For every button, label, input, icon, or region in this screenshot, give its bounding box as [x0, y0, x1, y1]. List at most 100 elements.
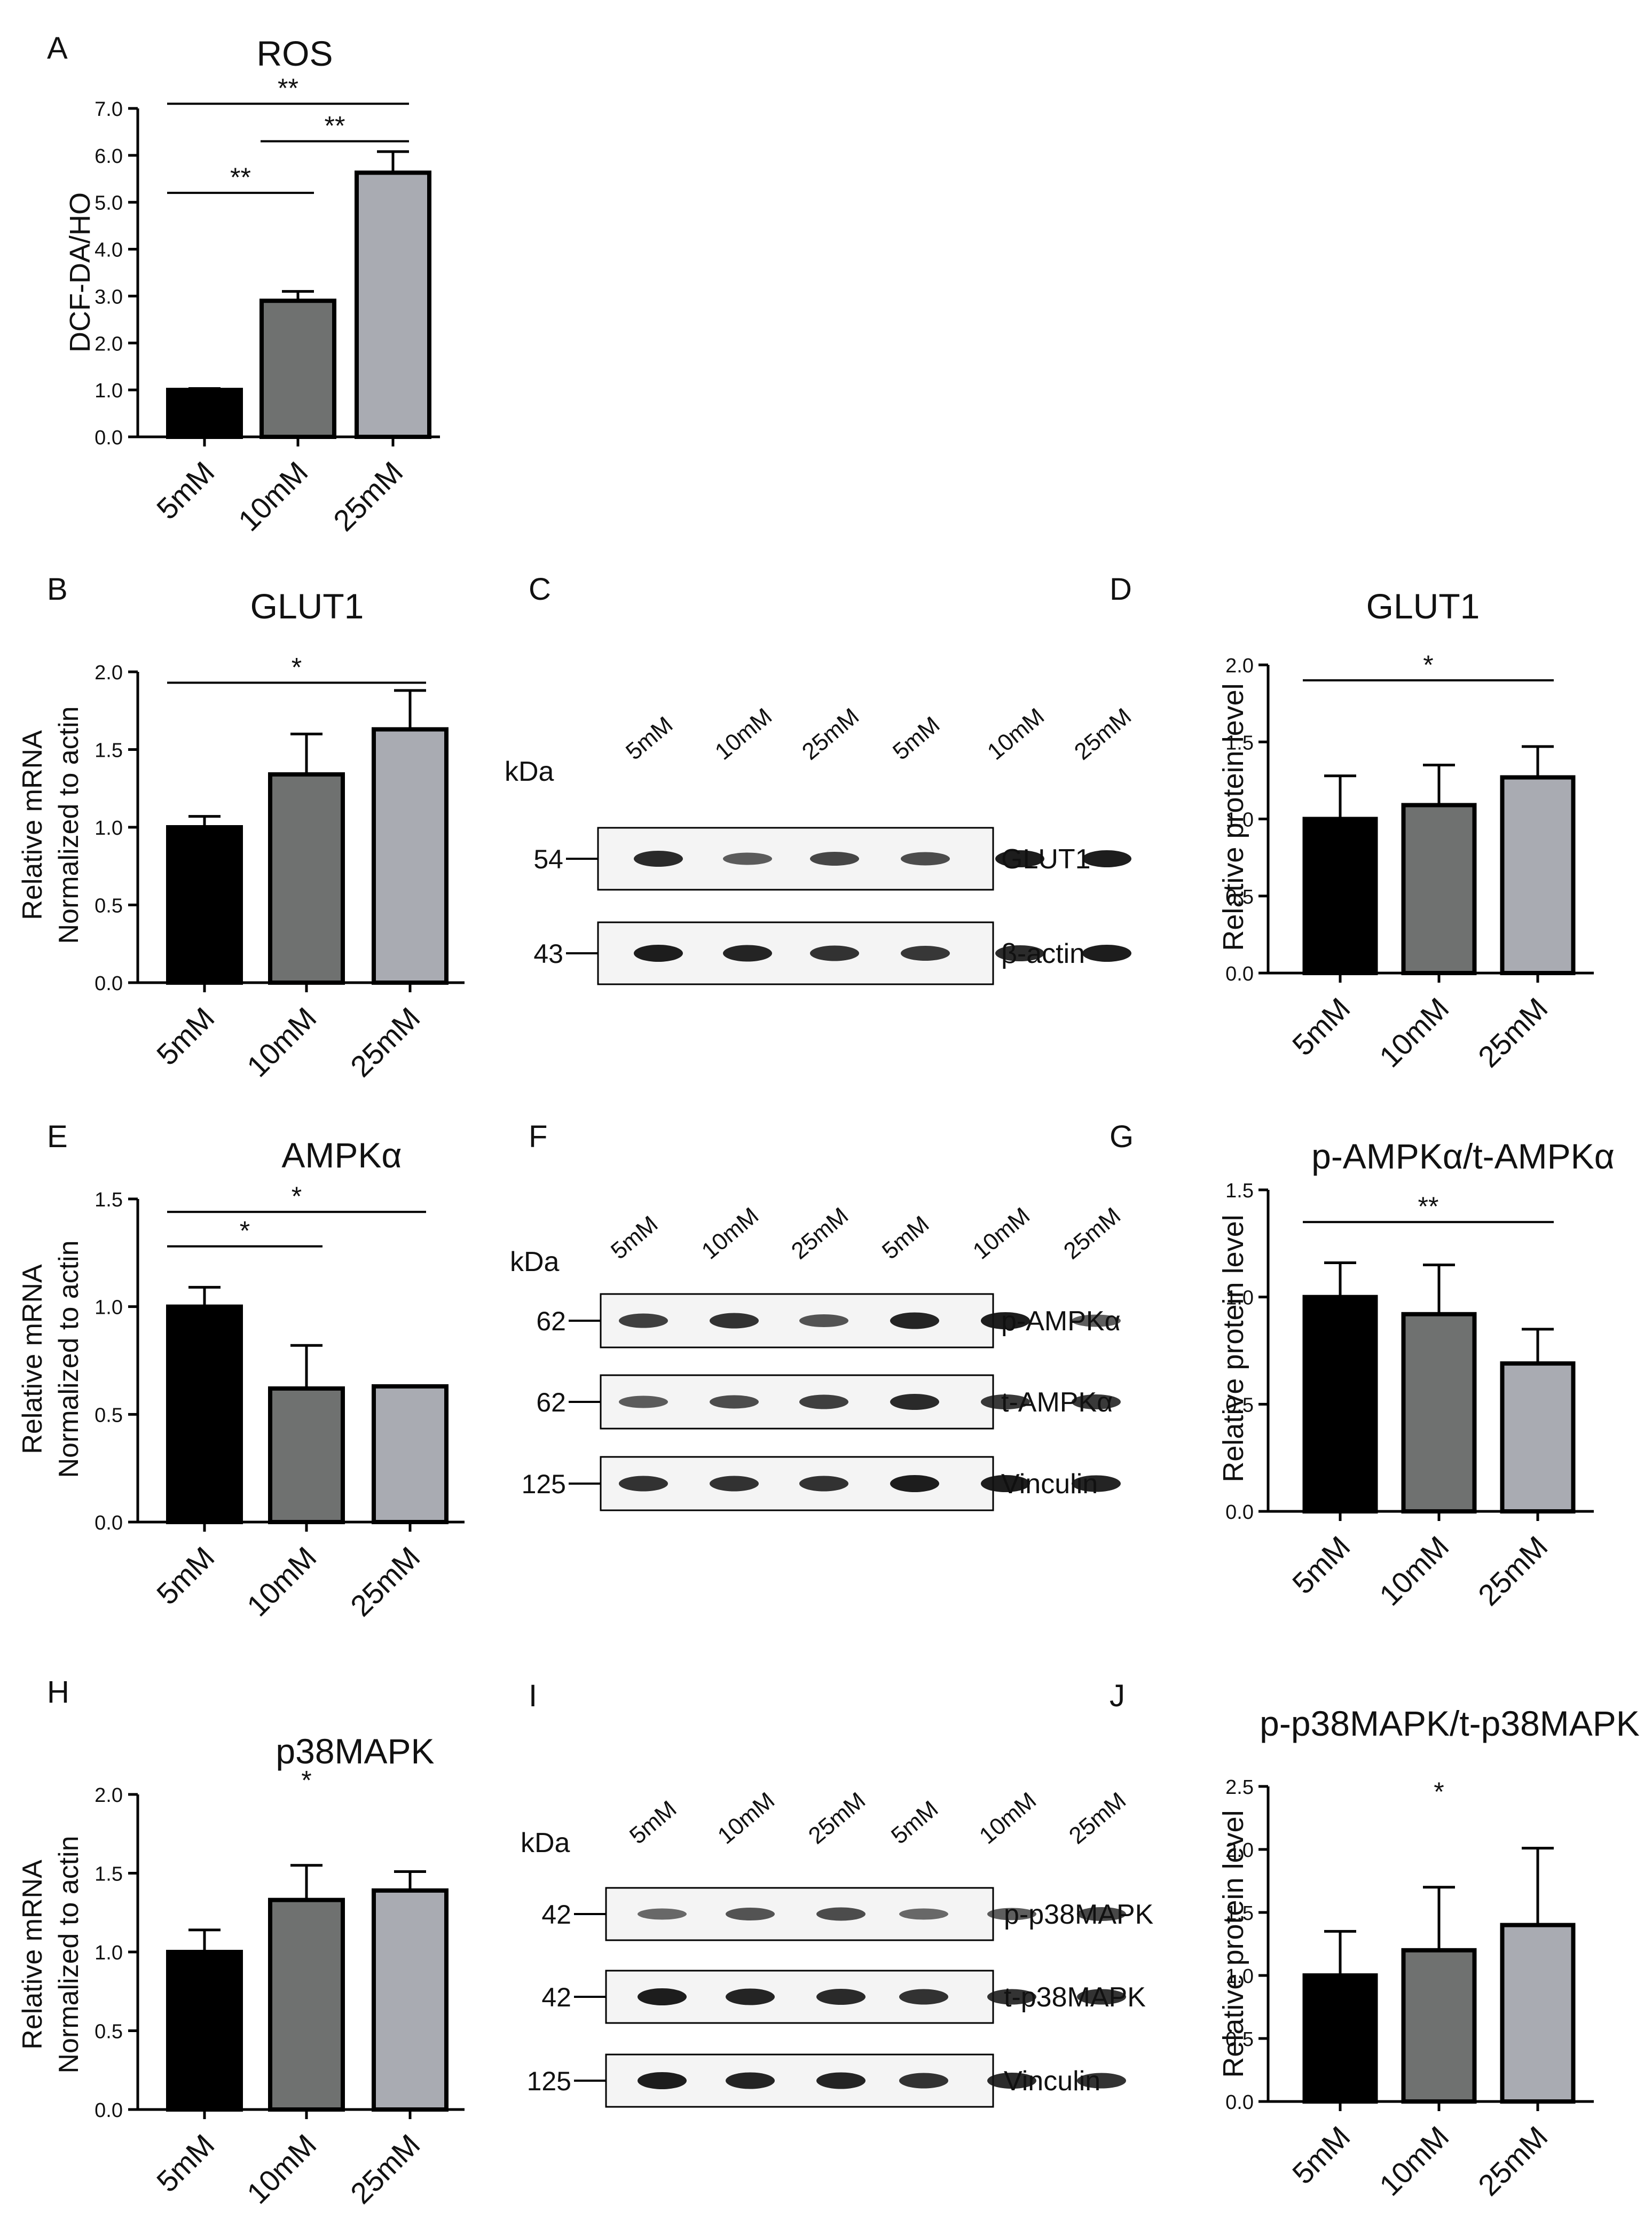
chart-title-G: p-AMPKα/t-AMPKα — [1311, 1136, 1615, 1176]
bar-5mM — [166, 1304, 243, 1525]
blot-band — [981, 1475, 1030, 1492]
lane-label-25mM: 25mM — [797, 703, 864, 765]
blot-band — [987, 2073, 1036, 2089]
panel-letter-C: C — [529, 572, 551, 607]
kda-marker: 125 — [527, 2066, 571, 2096]
chart-title-H: p38MAPK — [276, 1731, 434, 1771]
y-tick-label: 5.0 — [95, 192, 123, 215]
blot-band — [981, 1312, 1030, 1329]
bar-25mM — [372, 727, 449, 985]
lane-label-5mM: 5mM — [886, 1795, 943, 1849]
blot-band — [1077, 1907, 1126, 1921]
blot-band — [890, 1312, 939, 1329]
panel-letter-J: J — [1110, 1679, 1125, 1713]
x-tick-label-5mM: 5mM — [150, 1540, 221, 1611]
x-tick-label-5mM: 5mM — [1286, 2120, 1357, 2191]
y-tick-label: 0.0 — [1225, 2091, 1254, 2114]
y-axis-label-A: DCF-DA/HO — [64, 192, 96, 352]
bar-25mM — [355, 170, 431, 439]
lane-label-25mM: 25mM — [1069, 703, 1136, 765]
panel-letter-D: D — [1110, 572, 1132, 607]
blot-band — [638, 1908, 687, 1920]
blot-band — [619, 1476, 668, 1492]
blot-band — [995, 945, 1044, 961]
x-tick-label-10mM: 10mM — [1373, 991, 1456, 1074]
lane-label-25mM: 25mM — [1064, 1787, 1131, 1849]
blot-band — [901, 852, 950, 866]
significance-label: * — [292, 1181, 302, 1211]
y-tick-label: 0.5 — [1225, 1394, 1254, 1416]
y-tick-label: 0.0 — [95, 427, 123, 449]
bar-10mM — [1401, 1312, 1477, 1514]
y-tick-label: 0.0 — [95, 973, 123, 995]
blot-band — [1072, 1394, 1121, 1409]
x-tick-label-10mM: 10mM — [240, 1001, 323, 1084]
significance-label: ** — [325, 111, 345, 141]
blot-band — [1077, 2073, 1126, 2089]
blot-band — [619, 1395, 668, 1408]
y-tick-label: 2.0 — [95, 662, 123, 684]
lane-label-10mM: 10mM — [968, 1203, 1035, 1265]
chart-title-D: GLUT1 — [1366, 586, 1480, 626]
panel-letter-E: E — [47, 1119, 68, 1154]
lane-label-10mM: 10mM — [974, 1787, 1041, 1849]
kda-label: kDa — [521, 1828, 570, 1859]
lane-label-5mM: 5mM — [625, 1795, 681, 1849]
y-tick-label: 2.0 — [1225, 655, 1254, 677]
blot-band — [1082, 850, 1131, 867]
x-tick-label-25mM: 25mM — [1472, 1530, 1554, 1612]
blot-band — [799, 1394, 848, 1409]
blot-band — [899, 2073, 948, 2089]
bar-25mM — [1500, 1923, 1576, 2104]
significance-label: ** — [230, 162, 251, 192]
blot-band — [901, 946, 950, 961]
blot-band — [799, 1314, 848, 1327]
y-tick-label: 2.0 — [1225, 1839, 1254, 1862]
significance-label: * — [240, 1216, 250, 1246]
y-axis-label-G: Relative protein level — [1217, 1214, 1249, 1482]
blot-panel-I: IkDa5mM10mM25mM5mM10mM25mM42p-p38MAPK42t… — [521, 1679, 1154, 2108]
blot-band — [899, 1989, 948, 2005]
y-tick-label: 0.5 — [1225, 2028, 1254, 2051]
y-tick-label: 0.0 — [95, 2099, 123, 2122]
blot-band — [1072, 1475, 1121, 1492]
y-axis-label-B-0: Relative mRNA — [17, 730, 48, 920]
y-tick-label: 1.5 — [95, 1863, 123, 1886]
blot-band — [634, 945, 683, 962]
kda-label: kDa — [505, 756, 554, 787]
bar-25mM — [1500, 775, 1576, 975]
y-axis-label-J: Relative protein level — [1217, 1810, 1249, 2077]
significance-label: * — [1423, 650, 1433, 680]
bar-10mM — [268, 772, 345, 985]
bar-5mM — [166, 1950, 243, 2112]
blot-band — [726, 1908, 775, 1920]
chart-title-A: ROS — [256, 34, 333, 73]
panel-letter-F: F — [529, 1119, 547, 1154]
blot-band — [723, 945, 772, 962]
y-tick-label: 0.0 — [1225, 1501, 1254, 1524]
chart-title-B: GLUT1 — [250, 586, 364, 626]
y-tick-label: 0.5 — [1225, 886, 1254, 908]
kda-marker: 42 — [541, 1900, 571, 1930]
panel-letter-B: B — [47, 572, 68, 607]
x-tick-label-5mM: 5mM — [150, 455, 221, 526]
chart-panel-A: A ROS DCF-DA/HO 0.0 1.0 2.0 3.0 4.0 5.0 6.0 7.0 5mM… — [47, 31, 440, 538]
y-tick-label: 1.0 — [95, 1942, 123, 1964]
blot-band — [723, 852, 772, 865]
chart-title-J: p-p38MAPK/t-p38MAPK — [1260, 1704, 1640, 1743]
y-tick-label: 7.0 — [95, 98, 123, 121]
blot-band — [710, 1313, 759, 1329]
blot-band — [987, 1989, 1036, 2005]
y-tick-label: 0.5 — [95, 895, 123, 918]
blot-band — [619, 1313, 668, 1328]
x-tick-label-10mM: 10mM — [232, 455, 314, 538]
y-tick-label: 3.0 — [95, 286, 123, 308]
x-tick-label-25mM: 25mM — [1472, 2120, 1554, 2202]
x-tick-label-25mM: 25mM — [327, 455, 410, 538]
bar-5mM — [1302, 817, 1378, 975]
blot-band — [890, 1475, 939, 1492]
significance-label: * — [301, 1766, 311, 1795]
y-tick-label: 0.0 — [1225, 963, 1254, 985]
y-tick-label: 1.0 — [95, 817, 123, 840]
